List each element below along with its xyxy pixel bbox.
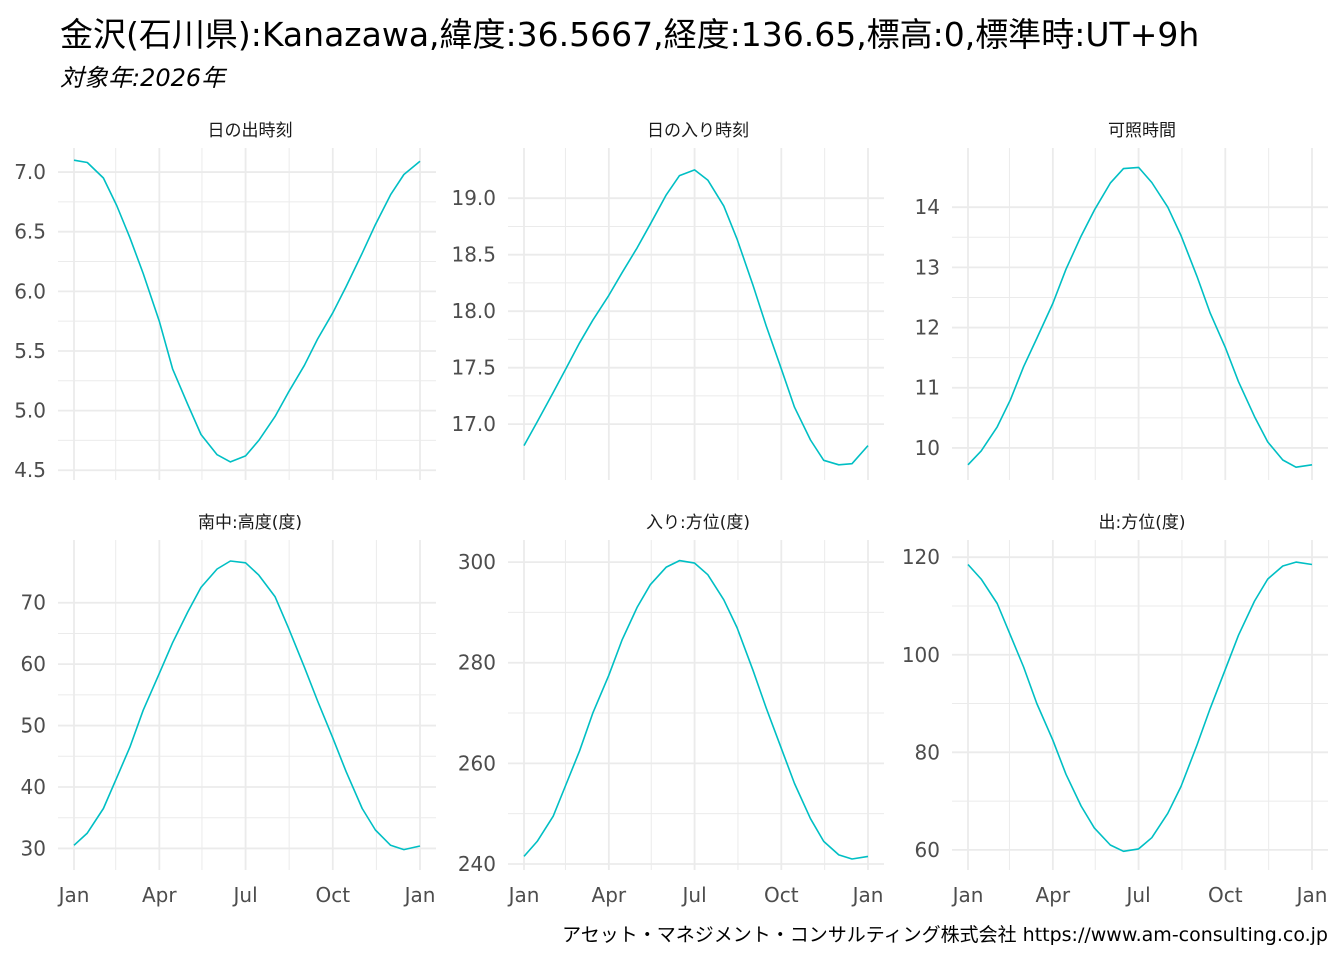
x-tick-label: Jan: [1295, 883, 1328, 907]
chart-panel: 4.5 5.0 5.5 6.0 6.5 7.0 日の出時刻: [14, 121, 436, 482]
x-tick-label: Jul: [681, 883, 707, 907]
y-tick-label: 4.5: [14, 458, 46, 482]
y-tick-label: 18.5: [451, 243, 496, 267]
y-tick-label: 13: [915, 255, 940, 279]
series-line: [523, 169, 869, 466]
x-tick-label: Jul: [232, 883, 258, 907]
panel-title: 可照時間: [1108, 121, 1176, 141]
panel-title: 南中:高度(度): [198, 513, 302, 533]
page-title: 金沢(石川県):Kanazawa,緯度:36.5667,経度:136.65,標高…: [60, 15, 1200, 54]
y-tick-label: 100: [902, 643, 940, 667]
y-tick-label: 6.0: [14, 279, 46, 303]
y-tick-label: 6.5: [14, 220, 46, 244]
y-tick-label: 240: [458, 852, 496, 876]
y-tick-label: 5.0: [14, 399, 46, 423]
x-tick-label: Oct: [315, 883, 350, 907]
x-tick-label: Oct: [1208, 883, 1243, 907]
x-tick-label: Apr: [592, 883, 627, 907]
chart-panel: 60 80 100 120 Jan Apr Jul Oct Jan 出:方位(度): [902, 513, 1328, 907]
y-tick-label: 7.0: [14, 160, 46, 184]
y-tick-label: 50: [21, 714, 46, 738]
y-tick-label: 12: [915, 316, 940, 340]
series-line: [73, 560, 421, 851]
chart-panel: 10 11 12 13 14 可照時間: [915, 121, 1328, 480]
y-tick-label: 10: [915, 436, 940, 460]
y-tick-label: 70: [21, 591, 46, 615]
x-tick-label: Apr: [142, 883, 177, 907]
y-tick-label: 120: [902, 545, 940, 569]
series-line: [523, 559, 869, 860]
y-tick-label: 11: [915, 376, 940, 400]
x-tick-label: Jul: [1125, 883, 1151, 907]
y-tick-label: 30: [21, 836, 46, 860]
y-tick-label: 14: [915, 195, 940, 219]
chart-panel: 17.0 17.5 18.0 18.5 19.0 日の入り時刻: [451, 121, 884, 480]
panel-title: 日の入り時刻: [647, 121, 749, 141]
y-tick-label: 19.0: [451, 186, 496, 210]
series-line: [967, 166, 1313, 469]
x-tick-label: Jan: [57, 883, 90, 907]
panel-title: 日の出時刻: [208, 121, 293, 141]
chart-panel: 240 260 280 300 Jan Apr Jul Oct Jan 入り:方位(度): [458, 513, 884, 907]
chart-panel: 30 40 50 60 70 Jan Apr Jul Oct Jan 南中:高度(度): [21, 513, 436, 907]
x-tick-label: Jan: [851, 883, 884, 907]
x-tick-label: Apr: [1036, 883, 1071, 907]
x-tick-label: Jan: [951, 883, 984, 907]
y-tick-label: 40: [21, 775, 46, 799]
y-tick-label: 300: [458, 550, 496, 574]
series-line: [73, 159, 421, 463]
panel-title: 出:方位(度): [1099, 513, 1186, 533]
x-tick-label: Jan: [507, 883, 540, 907]
y-tick-label: 5.5: [14, 339, 46, 363]
series-line: [967, 561, 1313, 853]
y-tick-label: 80: [915, 740, 940, 764]
y-tick-label: 60: [21, 652, 46, 676]
caption: アセット・マネジメント・コンサルティング株式会社 https://www.am-…: [562, 924, 1328, 946]
y-tick-label: 260: [458, 751, 496, 775]
panel-title: 入り:方位(度): [646, 513, 750, 533]
y-tick-label: 18.0: [451, 299, 496, 323]
x-tick-label: Jan: [403, 883, 436, 907]
y-tick-label: 17.0: [451, 412, 496, 436]
y-tick-label: 280: [458, 651, 496, 675]
y-tick-label: 60: [915, 838, 940, 862]
y-tick-label: 17.5: [451, 356, 496, 380]
page-subtitle: 対象年:2026年: [60, 64, 226, 92]
x-tick-label: Oct: [764, 883, 799, 907]
